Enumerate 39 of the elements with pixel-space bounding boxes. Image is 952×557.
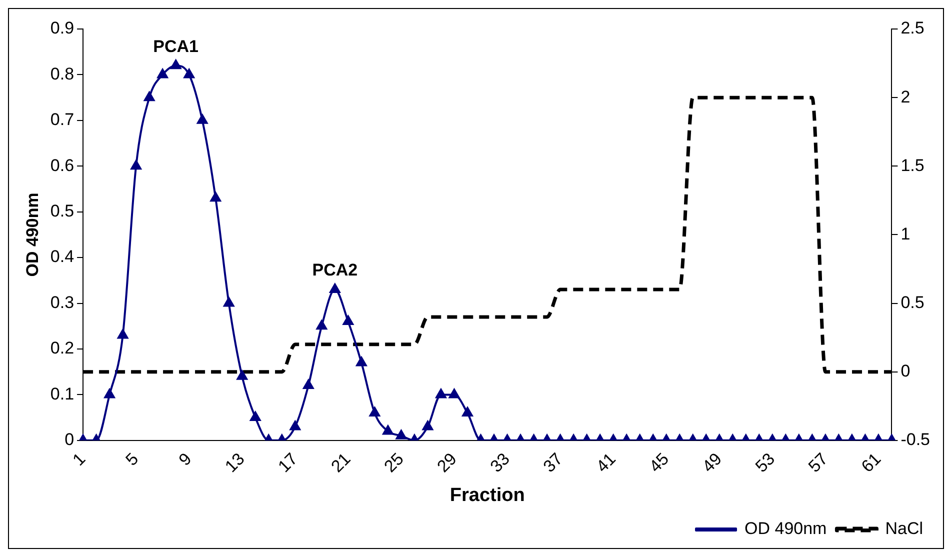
- y2-tick-label: 1.5: [900, 156, 924, 175]
- x-tick-label: 5: [122, 449, 142, 470]
- x-tick-label: 25: [380, 449, 408, 476]
- y-tick-label: 0.5: [50, 202, 74, 221]
- x-tick-label: 29: [434, 449, 460, 476]
- y2-tick-label: 0.5: [900, 292, 924, 312]
- x-tick-label: 17: [274, 449, 302, 476]
- y-tick-label: 0.3: [50, 292, 74, 312]
- y-tick-label: 0.7: [50, 110, 74, 130]
- x-tick-label: 33: [486, 449, 514, 476]
- x-axis-title: Fraction: [450, 484, 525, 506]
- x-tick-label: 57: [804, 449, 832, 476]
- y-tick-label: 0.1: [50, 384, 74, 404]
- y-tick-label: 0.6: [50, 156, 74, 175]
- y2-tick-label: 2: [900, 87, 910, 106]
- y-tick-label: 0.9: [50, 18, 74, 38]
- x-tick-label: 9: [175, 449, 196, 470]
- x-tick-label: 41: [592, 449, 620, 476]
- y2-tick-label: -0.5: [900, 430, 930, 450]
- y2-tick-label: 1: [900, 224, 910, 244]
- x-tick-label: 21: [328, 449, 354, 476]
- y2-tick-label: 0: [900, 362, 910, 381]
- y-tick-label: 0.2: [50, 338, 74, 358]
- y-axis-title: OD 490nm: [22, 192, 42, 277]
- x-tick-label: 45: [646, 449, 672, 476]
- y2-tick-label: 2.5: [900, 18, 924, 38]
- y-tick-label: 0.8: [50, 64, 74, 84]
- y-tick-label: 0.4: [50, 247, 74, 266]
- annotation: PCA2: [312, 260, 358, 280]
- x-tick-label: 37: [540, 449, 566, 476]
- x-tick-label: 49: [698, 449, 726, 476]
- legend-label: NaCl: [885, 519, 924, 538]
- x-tick-label: 1: [69, 449, 90, 470]
- x-tick-label: 61: [858, 449, 885, 476]
- annotation: PCA1: [153, 36, 199, 56]
- x-tick-label: 13: [221, 449, 248, 476]
- y-tick-label: 0: [64, 430, 74, 450]
- legend-label: OD 490nm: [744, 519, 827, 538]
- x-tick-label: 53: [752, 449, 779, 476]
